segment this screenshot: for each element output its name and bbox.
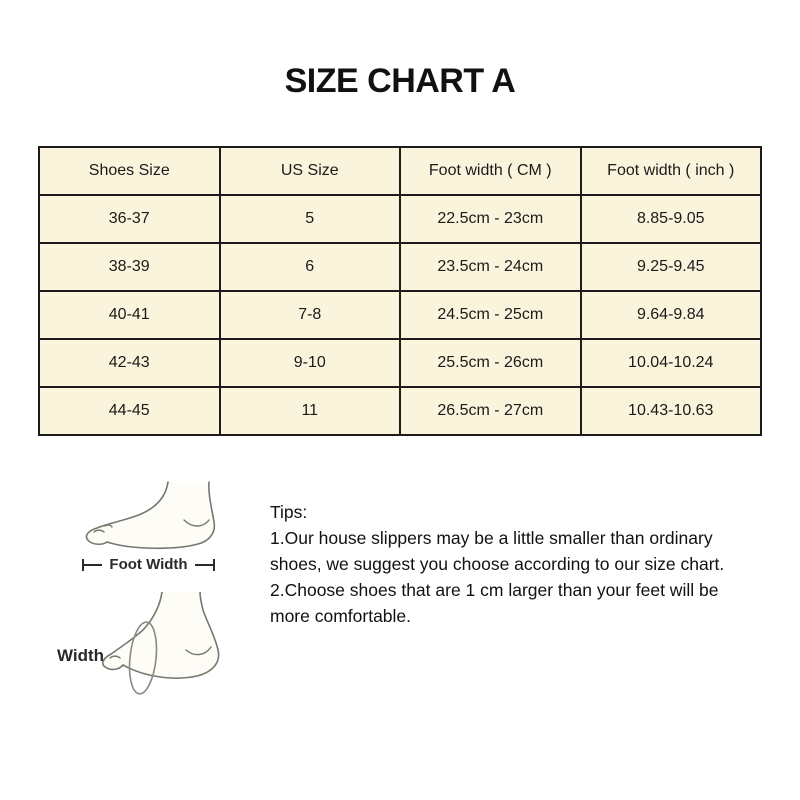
table-row: 44-45 11 26.5cm - 27cm 10.43-10.63	[38, 386, 762, 436]
table-cell: 22.5cm - 23cm	[399, 194, 582, 244]
measure-tick-left	[82, 559, 84, 571]
girth-width-label: Width	[57, 646, 105, 665]
table-cell: 9.25-9.45	[579, 242, 762, 292]
table-cell: 10.43-10.63	[579, 386, 762, 436]
tip-line: shoes, we suggest you choose according t…	[270, 554, 725, 574]
tips-block: Tips: 1.Our house slippers may be a litt…	[270, 499, 766, 629]
table-cell: 36-37	[38, 194, 221, 244]
foot-width-measure-line: Foot Width	[82, 556, 216, 573]
table-cell: 23.5cm - 24cm	[399, 242, 582, 292]
foot-girth-illustration	[102, 592, 220, 695]
header-cell-foot-width-inch: Foot width ( inch )	[579, 146, 762, 196]
measure-segment-right	[194, 564, 214, 566]
table-cell: 6	[218, 242, 401, 292]
table-cell: 40-41	[38, 290, 221, 340]
header-cell-foot-width-cm: Foot width ( CM )	[399, 146, 582, 196]
table-header-row: Shoes Size US Size Foot width ( CM ) Foo…	[38, 146, 762, 196]
table-cell: 42-43	[38, 338, 221, 388]
tip-line: 2.Choose shoes that are 1 cm larger than…	[270, 580, 719, 600]
header-cell-shoes-size: Shoes Size	[38, 146, 221, 196]
table-row: 42-43 9-10 25.5cm - 26cm 10.04-10.24	[38, 338, 762, 388]
page-title: SIZE CHART A	[284, 62, 516, 100]
table-row: 38-39 6 23.5cm - 24cm 9.25-9.45	[38, 242, 762, 292]
table-cell: 8.85-9.05	[579, 194, 762, 244]
table-cell: 7-8	[218, 290, 401, 340]
table-cell: 38-39	[38, 242, 221, 292]
table-cell: 9-10	[218, 338, 401, 388]
girth-measure-ellipse	[128, 621, 158, 695]
table-cell: 26.5cm - 27cm	[399, 386, 582, 436]
header-cell-us-size: US Size	[218, 146, 401, 196]
foot-width-label: Foot Width	[109, 556, 188, 573]
foot-side-view-illustration	[85, 481, 216, 550]
table-row: 40-41 7-8 24.5cm - 25cm 9.64-9.84	[38, 290, 762, 340]
tips-heading: Tips:	[270, 502, 308, 522]
table-cell: 5	[218, 194, 401, 244]
tip-line: 1.Our house slippers may be a little sma…	[270, 528, 713, 548]
measure-segment-left	[84, 564, 103, 566]
measure-tick-right	[213, 559, 216, 571]
size-chart-table: Shoes Size US Size Foot width ( CM ) Foo…	[38, 146, 762, 436]
table-cell: 24.5cm - 25cm	[399, 290, 582, 340]
table-row: 36-37 5 22.5cm - 23cm 8.85-9.05	[38, 194, 762, 244]
table-cell: 11	[218, 386, 401, 436]
table-cell: 9.64-9.84	[579, 290, 762, 340]
table-cell: 10.04-10.24	[579, 338, 762, 388]
table-cell: 25.5cm - 26cm	[399, 338, 582, 388]
tip-line: more comfortable.	[270, 606, 412, 626]
table-cell: 44-45	[38, 386, 221, 436]
